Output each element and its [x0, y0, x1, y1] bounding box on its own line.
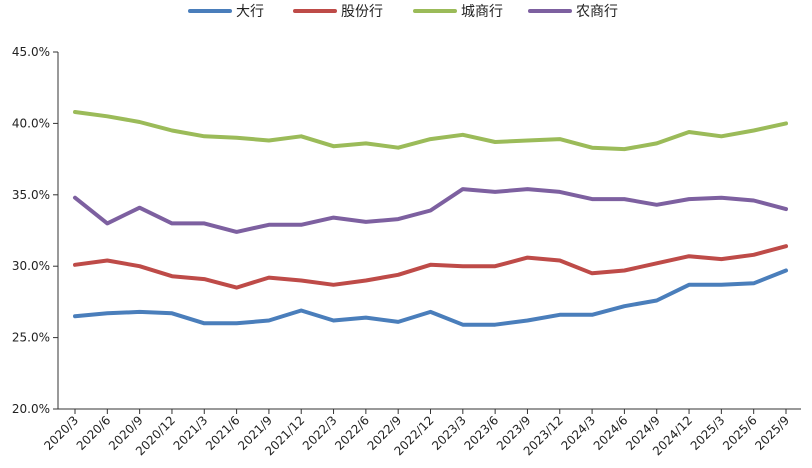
plot-area [73, 110, 788, 327]
y-tick-label: 35.0% [12, 188, 50, 202]
x-tick-label: 2025/9 [752, 413, 792, 453]
x-tick-label: 2024/6 [591, 413, 631, 453]
legend-label: 股份行 [341, 4, 383, 20]
legend: 大行 股份行 城商行 农商行 [188, 4, 618, 20]
y-tick-label: 20.0% [12, 402, 50, 416]
y-tick-label: 30.0% [12, 259, 50, 273]
x-tick-label: 2020/3 [41, 413, 81, 453]
x-tick-label: 2025/3 [688, 413, 728, 453]
y-tick-label: 40.0% [12, 116, 50, 130]
x-tick-label: 2021/3 [171, 413, 211, 453]
x-tick-label: 2021/6 [203, 413, 243, 453]
x-axis: 2020/32020/62020/92020/122021/32021/6202… [41, 408, 801, 458]
series-line-3 [73, 187, 788, 234]
y-tick-label: 25.0% [12, 331, 50, 345]
x-tick-label: 2025/6 [720, 413, 760, 453]
x-tick-label: 2023/6 [462, 413, 502, 453]
series-line-0 [73, 268, 788, 327]
series-line-1 [73, 244, 788, 290]
x-tick-label: 2020/6 [74, 413, 114, 453]
x-tick-label: 2023/3 [429, 413, 469, 453]
y-tick-label: 45.0% [12, 45, 50, 59]
series-line-2 [73, 110, 788, 152]
x-tick-label: 2022/3 [300, 413, 340, 453]
legend-label: 农商行 [576, 4, 618, 20]
x-tick-label: 2024/3 [558, 413, 598, 453]
y-axis: 20.0% 25.0% 30.0% 35.0% 40.0% 45.0% [12, 45, 59, 416]
legend-label: 大行 [236, 4, 264, 20]
legend-label: 城商行 [461, 4, 503, 20]
x-tick-label: 2022/6 [332, 413, 372, 453]
